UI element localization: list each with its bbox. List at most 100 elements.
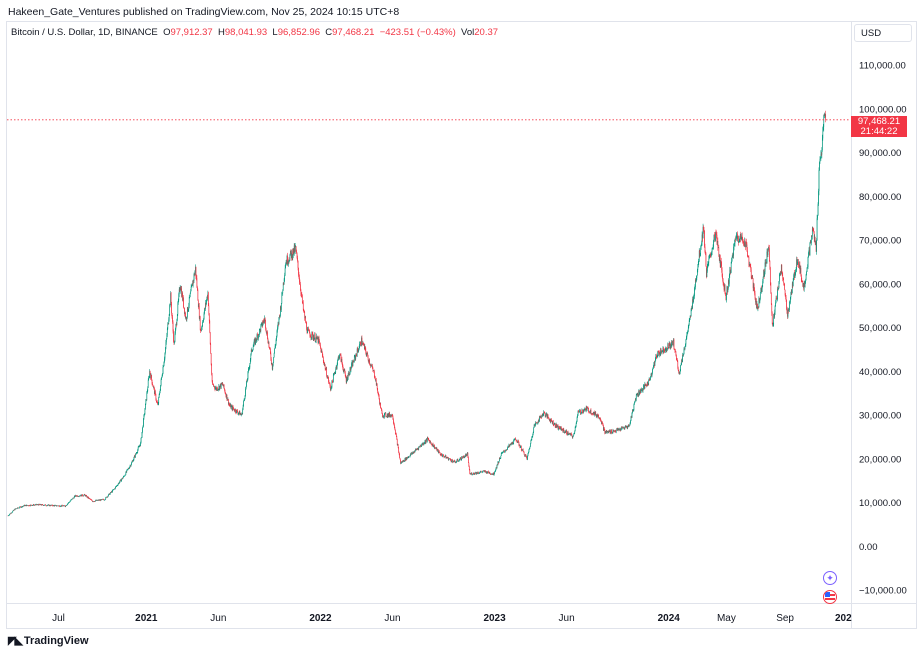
us-flag-icon[interactable]	[823, 590, 837, 604]
candle-body	[182, 297, 184, 301]
candle-body	[139, 445, 141, 447]
candle-body	[412, 452, 413, 454]
candle-body	[756, 301, 757, 309]
candle-body	[346, 376, 348, 383]
candle-body	[265, 328, 267, 332]
candle-body	[220, 384, 222, 388]
candle-body	[721, 263, 723, 271]
candle-body	[656, 356, 658, 358]
candle-body	[820, 154, 822, 159]
candle-body	[145, 399, 147, 401]
candle-body	[127, 469, 129, 470]
candle-body	[163, 362, 165, 367]
sparkle-icon[interactable]: ✦	[823, 571, 837, 585]
candle-body	[717, 241, 719, 248]
candle-body	[530, 440, 532, 444]
candle-body	[535, 422, 536, 425]
candle-body	[796, 259, 797, 270]
candle-body	[145, 399, 147, 404]
candle-body	[547, 415, 548, 418]
currency-button[interactable]: USD	[854, 24, 912, 42]
candle-body	[61, 505, 63, 506]
candle-body	[155, 399, 157, 402]
candle-body	[17, 507, 18, 509]
candle-body	[131, 461, 133, 463]
candle-body	[142, 427, 143, 432]
candle-body	[345, 375, 347, 379]
candle-body	[387, 414, 389, 418]
candle-body	[41, 504, 43, 505]
candle-body	[218, 385, 220, 390]
candle-body	[718, 247, 720, 257]
candle-body	[682, 354, 683, 363]
candle-body	[150, 375, 152, 379]
candle-body	[627, 426, 629, 428]
tradingview-logo[interactable]: ◤◣ TradingView	[8, 634, 89, 648]
candle-body	[112, 490, 114, 491]
candle-body	[592, 412, 594, 415]
candle-body	[595, 411, 597, 416]
candle-body	[123, 476, 124, 478]
candle-body	[691, 307, 693, 309]
candle-body	[281, 292, 283, 294]
candle-body	[456, 461, 457, 463]
candle-body	[778, 287, 779, 289]
candle-body	[471, 474, 473, 476]
candle-body	[819, 162, 820, 171]
candle-body	[725, 293, 726, 295]
candle-body	[259, 328, 261, 332]
candle-body	[165, 338, 167, 343]
candle-body	[502, 451, 504, 453]
candle-body	[671, 341, 672, 347]
candle-body	[274, 346, 276, 349]
candle-body	[68, 502, 70, 503]
candle-body	[127, 468, 129, 470]
candle-body	[736, 233, 738, 236]
candle-body	[353, 360, 354, 363]
candle-body	[186, 317, 188, 320]
candle-body	[79, 495, 81, 497]
candle-body	[624, 426, 626, 430]
candle-body	[459, 459, 461, 460]
candle-body	[34, 504, 36, 506]
candle-body	[188, 296, 190, 306]
candle-body	[816, 240, 817, 252]
candle-body	[94, 500, 96, 502]
candle-body	[561, 427, 562, 431]
candle-body	[523, 451, 525, 455]
symbol-name[interactable]: Bitcoin / U.S. Dollar, 1D, BINANCE	[11, 27, 158, 38]
candle-body	[677, 361, 679, 369]
candle-body	[460, 459, 462, 461]
candle-body	[280, 307, 282, 310]
candle-body	[70, 500, 71, 502]
candle-body	[825, 114, 827, 120]
y-tick-label: 50,000.00	[859, 323, 901, 334]
candle-body	[181, 293, 183, 297]
candle-body	[671, 341, 673, 343]
candle-body	[568, 433, 570, 435]
candle-body	[249, 359, 251, 364]
candle-body	[412, 452, 414, 453]
candle-body	[54, 505, 56, 507]
candle-body	[575, 423, 577, 427]
candle-body	[164, 352, 166, 359]
candle-body	[482, 471, 483, 473]
candle-body	[195, 266, 197, 277]
candle-body	[473, 472, 474, 475]
candle-body	[772, 324, 774, 327]
candle-body	[461, 457, 463, 460]
candle-body	[259, 329, 260, 335]
candle-body	[512, 441, 514, 444]
candle-body	[195, 266, 196, 272]
candle-body	[818, 170, 820, 192]
candle-body	[681, 359, 682, 365]
candle-body	[116, 485, 118, 487]
candle-body	[515, 438, 516, 440]
candle-body	[75, 495, 77, 497]
candle-body	[811, 236, 812, 244]
candle-body	[158, 394, 160, 398]
candle-body	[83, 494, 85, 496]
candle-body	[256, 340, 257, 341]
candle-body	[708, 258, 710, 263]
